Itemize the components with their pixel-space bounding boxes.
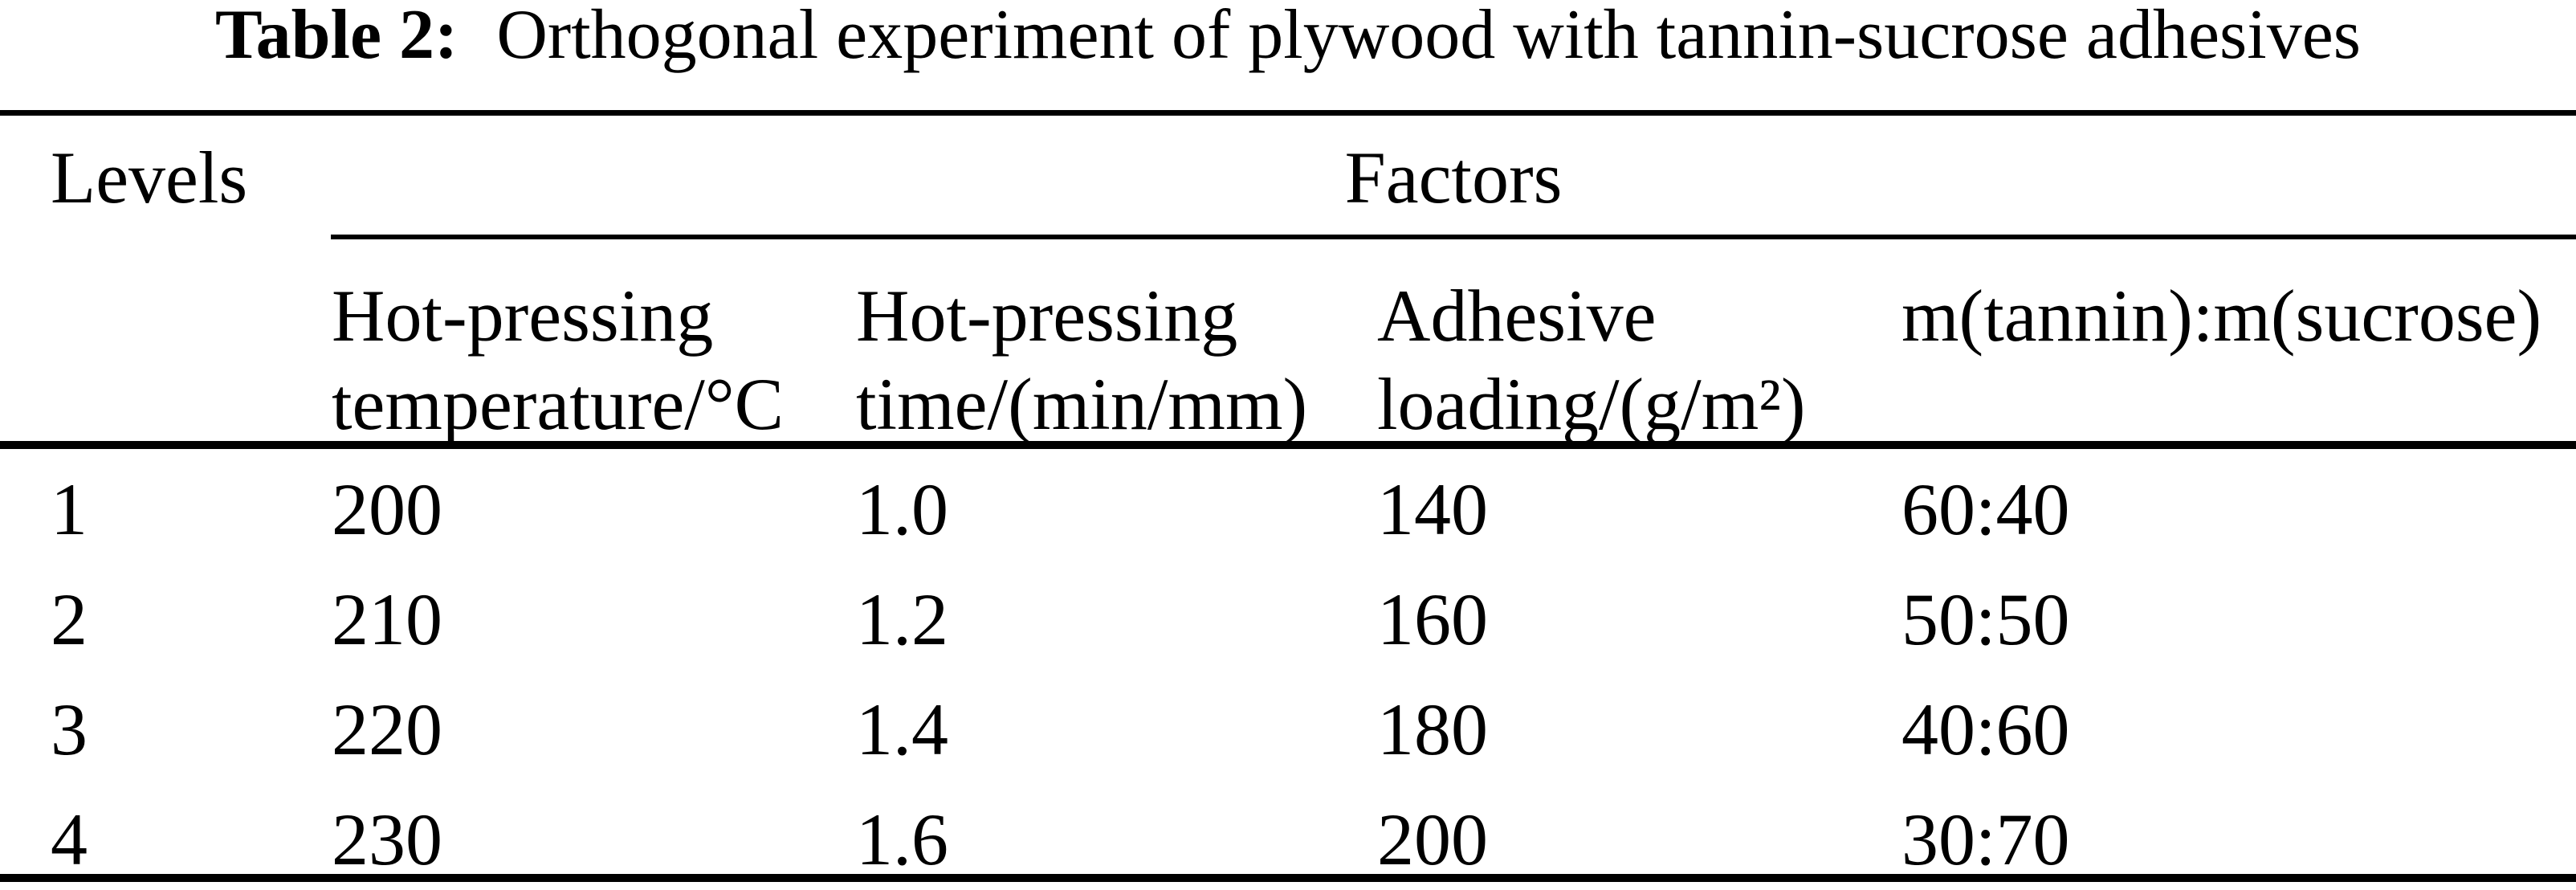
cell-loading: 180: [1377, 688, 1488, 770]
cell-level: 4: [51, 798, 88, 880]
cell-level: 1: [51, 468, 88, 550]
column-group-header-factors: Factors: [1344, 137, 1563, 218]
table-bottom-rule: [0, 874, 2576, 882]
column-header-time-line2: time/(min/mm): [856, 363, 1308, 445]
cell-ratio: 40:60: [1901, 688, 2070, 770]
cell-time: 1.2: [856, 578, 948, 660]
column-header-temperature-line1: Hot-pressing: [332, 275, 714, 357]
cell-ratio: 30:70: [1901, 798, 2070, 880]
cell-ratio: 60:40: [1901, 468, 2070, 550]
header-body-rule: [0, 441, 2576, 449]
cell-level: 3: [51, 688, 88, 770]
cell-temperature: 200: [332, 468, 442, 550]
table-caption-text: Orthogonal experiment of plywood with ta…: [496, 0, 2362, 74]
table-caption: Table 2: Orthogonal experiment of plywood…: [0, 0, 2576, 80]
cell-time: 1.6: [856, 798, 948, 880]
cell-loading: 140: [1377, 468, 1488, 550]
column-header-adhesive-loading: Adhesive loading/(g/m²): [1377, 271, 1806, 448]
cell-loading: 160: [1377, 578, 1488, 660]
cell-temperature: 210: [332, 578, 442, 660]
table-caption-number: Table 2:: [214, 0, 459, 74]
column-header-time-line1: Hot-pressing: [856, 275, 1238, 357]
cell-time: 1.4: [856, 688, 948, 770]
cell-loading: 200: [1377, 798, 1488, 880]
cell-level: 2: [51, 578, 88, 660]
cell-time: 1.0: [856, 468, 948, 550]
cell-ratio: 50:50: [1901, 578, 2070, 660]
factors-underline-rule: [331, 235, 2576, 239]
cell-temperature: 230: [332, 798, 442, 880]
column-header-temperature: Hot-pressing temperature/°C: [332, 271, 784, 448]
column-header-time: Hot-pressing time/(min/mm): [856, 271, 1307, 448]
column-header-adhesive-loading-line2: loading/(g/m²): [1377, 363, 1806, 445]
column-header-adhesive-loading-line1: Adhesive: [1377, 275, 1657, 357]
column-header-tannin-sucrose-ratio: m(tannin):m(sucrose): [1901, 275, 2542, 357]
column-header-temperature-line2: temperature/°C: [332, 363, 785, 445]
cell-temperature: 220: [332, 688, 442, 770]
table-top-rule: [0, 110, 2576, 116]
column-header-levels: Levels: [51, 137, 248, 218]
